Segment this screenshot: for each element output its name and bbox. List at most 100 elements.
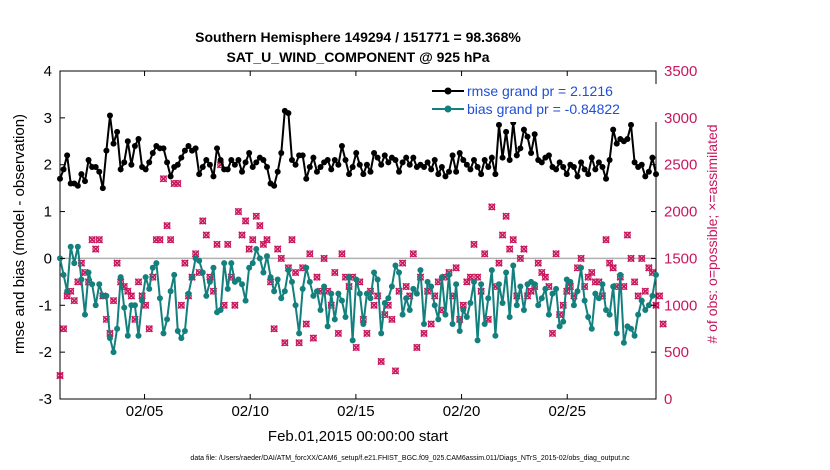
bias-point	[139, 297, 146, 304]
bias-point	[474, 337, 481, 344]
bias-point	[492, 332, 499, 339]
obs-possible-marker	[213, 240, 221, 248]
obs-assimilated-marker	[577, 254, 585, 263]
bias-point	[249, 260, 256, 267]
bias-point	[149, 264, 156, 271]
y-axis-right-label: # of obs: o=possible; ×=assimilated	[704, 124, 720, 343]
bias-point	[499, 299, 506, 306]
bias-point	[506, 314, 513, 320]
obs-possible-marker	[588, 269, 596, 276]
chart-title: Southern Hemisphere 149294 / 151771 = 98…	[195, 29, 521, 45]
obs-possible-marker	[199, 217, 207, 225]
rmse-point	[135, 135, 142, 142]
rmse-point	[235, 157, 242, 164]
obs-assimilated-marker	[234, 207, 243, 216]
rmse-point	[520, 126, 527, 133]
rmse-point	[99, 185, 106, 192]
bias-point	[460, 306, 467, 313]
bias-point	[135, 332, 142, 339]
rmse-point	[196, 171, 203, 178]
obs-possible-marker	[645, 264, 653, 272]
y-left-tick-label: 0	[44, 250, 52, 267]
bias-point	[85, 269, 92, 276]
bias-point	[413, 290, 420, 297]
obs-assimilated-marker	[313, 273, 321, 281]
rmse-point	[78, 171, 85, 178]
bias-point	[60, 271, 67, 278]
obs-assimilated-marker	[602, 235, 610, 244]
bias-point	[81, 311, 88, 318]
bias-point	[453, 281, 460, 288]
bias-point	[338, 297, 345, 304]
obs-assimilated-marker	[191, 249, 200, 258]
obs-possible-marker	[495, 259, 503, 267]
obs-possible-marker	[427, 320, 435, 328]
bias-point	[570, 302, 577, 309]
bias-point	[321, 283, 328, 290]
rmse-point	[353, 150, 360, 156]
rmse-point	[595, 159, 602, 166]
bias-point	[103, 292, 110, 299]
rmse-point	[578, 159, 585, 166]
bias-point	[367, 295, 374, 302]
rmse-point	[428, 166, 435, 173]
bias-point	[210, 264, 217, 271]
obs-possible-marker	[274, 245, 282, 253]
y-left-tick-label: -1	[39, 297, 52, 314]
obs-possible-marker	[631, 278, 638, 286]
rmse-point	[628, 121, 635, 128]
bias-point	[235, 276, 242, 283]
rmse-point	[203, 157, 210, 164]
bias-point	[313, 288, 320, 295]
rmse-point	[242, 159, 249, 166]
rmse-point	[603, 175, 610, 182]
obs-assimilated-marker	[398, 259, 407, 267]
obs-possible-marker	[135, 278, 142, 286]
obs-assimilated-marker	[377, 357, 385, 366]
obs-possible-marker	[527, 287, 535, 295]
rmse-point	[142, 166, 149, 173]
bias-point	[463, 314, 470, 320]
obs-assimilated-marker	[177, 301, 186, 310]
bias-point	[92, 302, 99, 309]
y-right-tick-label: 3500	[664, 63, 697, 80]
bias-point	[385, 295, 392, 302]
bias-point	[263, 253, 270, 260]
bias-point	[631, 332, 638, 339]
rmse-point	[299, 152, 306, 159]
bias-point	[124, 332, 131, 339]
obs-assimilated-marker	[202, 231, 211, 239]
rmse-point	[278, 150, 285, 156]
obs-possible-marker	[659, 320, 667, 328]
obs-assimilated-marker	[334, 329, 343, 338]
bias-point	[438, 274, 445, 281]
rmse-point	[117, 166, 124, 173]
obs-possible-marker	[638, 255, 646, 262]
rmse-point	[260, 157, 267, 164]
obs-possible-marker	[399, 259, 407, 267]
obs-possible-marker	[292, 269, 299, 276]
obs-possible-marker	[202, 231, 210, 239]
bias-point	[578, 264, 585, 271]
obs-possible-marker	[245, 245, 253, 253]
rmse-point	[181, 147, 188, 154]
bias-point	[206, 278, 213, 285]
obs-possible-marker	[277, 255, 285, 262]
x-tick-label: 02/20	[443, 403, 481, 420]
obs-assimilated-marker	[281, 339, 289, 347]
bias-point	[131, 302, 138, 309]
bias-point	[296, 330, 303, 337]
bias-point	[96, 281, 103, 288]
obs-assimilated-marker	[637, 254, 646, 263]
rmse-point	[249, 164, 256, 171]
bias-point	[520, 306, 527, 313]
data-file-footer: data file: /Users/raeder/DAI/ATM_forcXX/…	[190, 455, 630, 462]
rmse-point	[453, 168, 460, 175]
rmse-point	[214, 145, 221, 152]
obs-possible-marker	[331, 269, 339, 276]
obs-possible-marker	[160, 175, 167, 183]
rmse-point	[545, 152, 552, 159]
rmse-point	[503, 128, 510, 135]
obs-assimilated-marker	[413, 343, 421, 352]
bias-point	[239, 281, 246, 288]
